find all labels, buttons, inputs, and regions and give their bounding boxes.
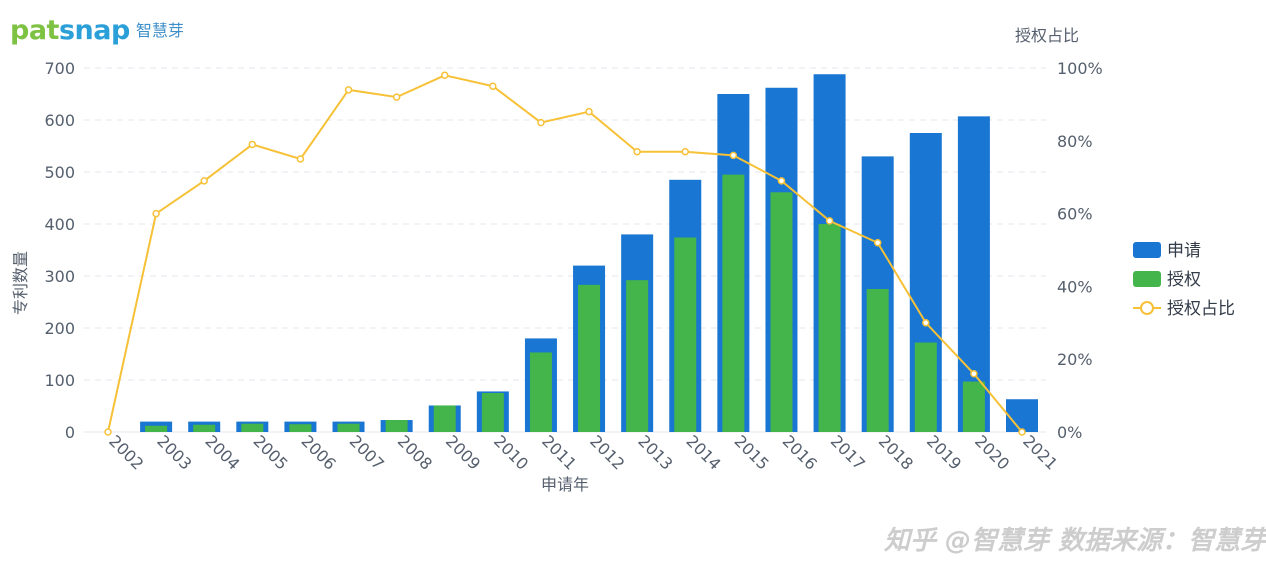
y2-tick-label: 20% [1057,350,1093,369]
x-tick-label: 2008 [394,431,436,473]
legend-swatch [1133,271,1161,287]
y2-axis-ticks: 0% 20% 40% 60% 80% 100% [1057,59,1103,442]
y-axis-ticks: 0 100 200 300 400 500 600 700 [44,59,75,442]
x-tick-label: 2015 [731,431,773,473]
y-tick-label: 700 [44,59,75,78]
x-axis-title: 申请年 [541,475,589,494]
y2-tick-label: 60% [1057,205,1093,224]
grant-bars [145,174,985,432]
x-tick-label: 2012 [586,431,628,473]
x-tick-label: 2011 [538,431,580,473]
y-tick-label: 0 [65,423,75,442]
ratio-point [873,238,882,247]
watermark: 知乎 @智慧芽 数据来源：智慧芽 [884,526,1266,556]
ratio-point [825,217,834,225]
y-axis-title: 专利数量 [11,251,30,315]
y2-tick-label: 80% [1057,132,1093,151]
ratio-point [440,71,449,80]
x-tick-label: 2019 [923,431,965,473]
ratio-point [970,370,978,378]
legend-marker [1140,301,1154,315]
y-tick-label: 600 [44,111,75,130]
logo-wordmark: patsnap [10,17,130,44]
legend-label: 授权占比 [1167,299,1235,319]
grid-lines [84,67,1046,433]
x-tick-label: 2017 [827,431,869,473]
grant-bar [481,393,504,432]
ratio-point [392,93,401,101]
ratio-point [585,107,593,116]
y-tick-label: 200 [44,319,75,338]
grant-bar [818,224,841,432]
ratio-point [489,82,497,90]
grant-bar [770,192,793,432]
y2-tick-label: 0% [1057,423,1082,442]
x-tick-label: 2007 [346,431,388,473]
y-tick-label: 300 [44,267,75,286]
x-tick-label: 2018 [875,431,917,473]
legend-swatch [1133,242,1161,258]
ratio-point [633,147,641,156]
grant-bar [193,424,216,432]
ratio-point [729,151,738,160]
logo-part-1: pat [10,15,59,46]
x-tick-label: 2002 [105,431,147,473]
grant-bar [241,423,264,432]
x-tick-label: 2003 [153,431,195,473]
y2-tick-label: 100% [1057,59,1103,78]
ratio-point [248,140,257,149]
grant-bar [914,342,937,432]
x-tick-label: 2005 [249,431,291,473]
x-tick-label: 2020 [971,431,1013,473]
ratio-point [296,155,305,163]
ratio-point [104,428,112,436]
ratio-point [777,177,786,185]
grant-bar [337,423,360,432]
grant-bar [866,289,889,432]
grant-bar [289,424,312,432]
ratio-point [344,86,353,94]
ratio-point [922,319,930,327]
grant-bar [722,174,745,432]
x-tick-label: 2016 [779,431,821,473]
logo-part-2: snap [58,15,130,46]
x-tick-label: 2014 [682,431,724,473]
grant-bar [385,420,408,432]
grant-bar [962,381,985,432]
grant-bar [145,425,168,432]
ratio-line [104,71,1026,436]
grant-bar [433,405,456,432]
x-tick-label: 2004 [201,431,243,473]
ratio-point [537,118,545,127]
x-axis-ticks: 2002 2003 2004 2005 2006 2007 2008 2009 2010 2011… [105,431,1061,473]
x-tick-label: 2010 [490,431,532,473]
grant-bar [626,280,649,432]
grant-bar [578,284,601,432]
y-tick-label: 100 [44,371,75,390]
x-tick-label: 2021 [1019,431,1061,473]
apply-bar [1006,399,1038,432]
y2-tick-label: 40% [1057,277,1093,296]
y2-axis-title: 授权占比 [1015,26,1079,45]
y-tick-label: 500 [44,163,75,182]
grant-bar [529,352,552,432]
legend-label: 申请 [1167,241,1201,261]
patsnap-logo: patsnap 智慧芽 [10,10,184,44]
grant-bar [674,237,697,432]
ratio-point [1018,428,1026,436]
x-tick-label: 2013 [634,431,676,473]
ratio-point [152,209,160,218]
ratio-point [681,147,690,156]
x-tick-label: 2006 [298,431,340,473]
legend-label: 授权 [1167,270,1201,290]
y-tick-label: 400 [44,215,75,234]
logo-subtitle: 智慧芽 [135,21,184,40]
ratio-point [200,177,208,185]
x-tick-label: 2009 [442,431,484,473]
apply-bar [957,116,990,433]
ratio-polyline [107,74,1023,433]
